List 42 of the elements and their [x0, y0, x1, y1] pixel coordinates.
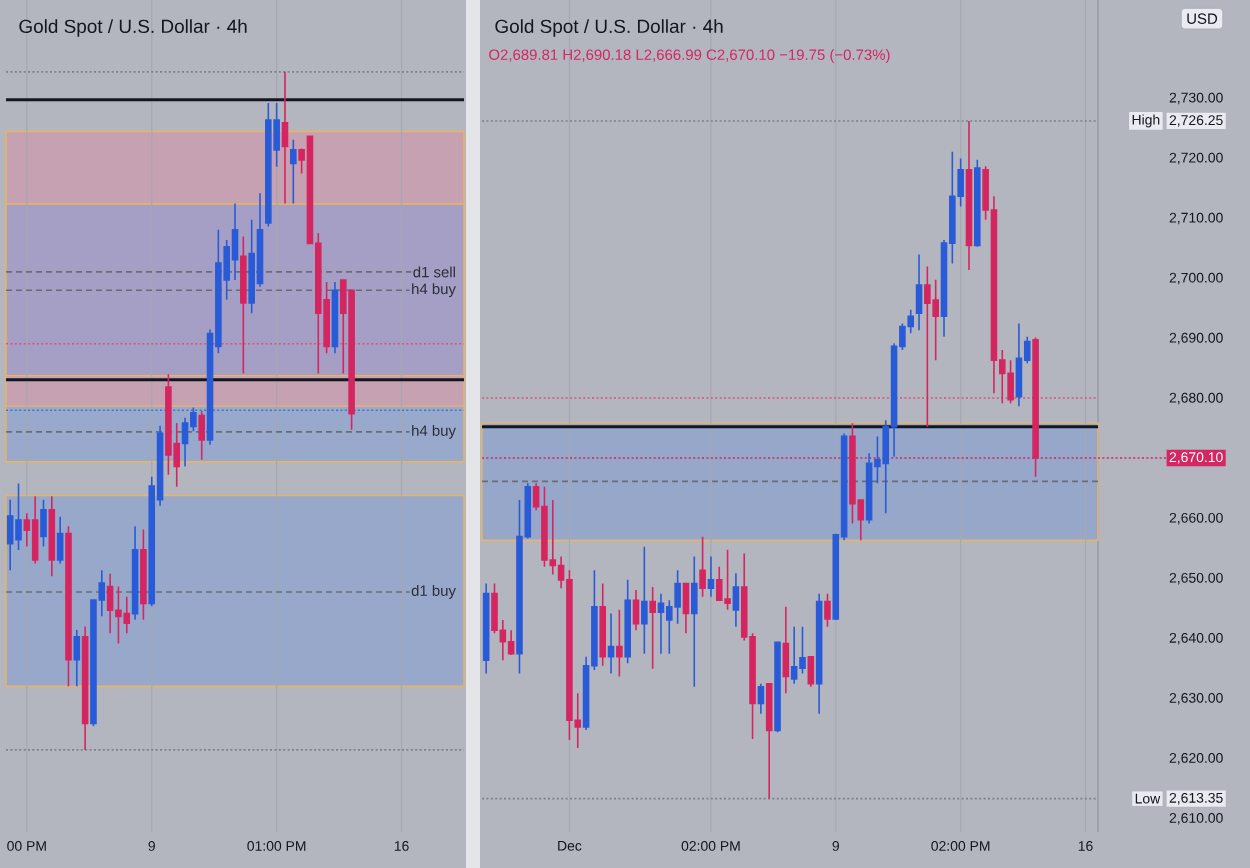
- candlestick: [40, 498, 47, 548]
- candlestick: [624, 579, 631, 665]
- candlestick: [682, 582, 690, 635]
- candlestick: [790, 625, 798, 685]
- candlestick: [265, 102, 272, 228]
- candlestick: [690, 555, 698, 688]
- candlestick: [73, 629, 81, 687]
- candlestick: [974, 158, 981, 248]
- candlestick: [915, 253, 923, 331]
- candlestick: [140, 528, 147, 621]
- candlestick: [240, 235, 247, 375]
- candlestick: [765, 682, 773, 800]
- candlestick: [699, 535, 706, 598]
- candlestick: [707, 555, 715, 598]
- candlestick: [56, 515, 64, 565]
- candlestick: [824, 592, 831, 628]
- candlestick: [281, 71, 289, 205]
- candlestick: [649, 586, 656, 670]
- candlestick: [65, 525, 72, 687]
- candlestick: [198, 410, 205, 461]
- candlestick: [965, 120, 973, 271]
- candlestick: [924, 265, 931, 428]
- chart-title: Gold Spot / U.S. Dollar · 4h: [19, 19, 247, 37]
- candlestick: [616, 609, 623, 678]
- candlestick: [1015, 322, 1023, 408]
- candlestick: [724, 549, 731, 611]
- candlestick: [48, 495, 56, 578]
- candlestick: [123, 595, 131, 635]
- candlestick: [732, 572, 740, 628]
- candlestick: [782, 606, 790, 695]
- candlestick: [31, 495, 39, 565]
- candlestick: [599, 582, 607, 667]
- candlestick: [632, 589, 640, 632]
- candlestick: [757, 682, 765, 715]
- candlestick: [541, 486, 548, 568]
- candlestick: [607, 612, 615, 675]
- candlestick: [290, 138, 297, 205]
- candlestick: [641, 546, 648, 655]
- candlestick: [106, 572, 114, 635]
- candlestick: [657, 592, 665, 655]
- candlestick: [774, 641, 781, 734]
- text: Gold Spot / U.S. Dollar · 4h: [495, 19, 723, 37]
